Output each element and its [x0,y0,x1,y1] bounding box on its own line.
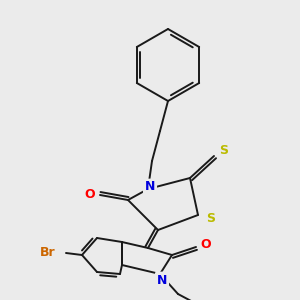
Text: N: N [157,274,167,286]
Text: O: O [85,188,95,200]
Text: O: O [201,238,211,250]
Text: S: S [206,212,215,224]
Text: S: S [220,145,229,158]
Text: Br: Br [40,245,56,259]
Text: N: N [145,181,155,194]
